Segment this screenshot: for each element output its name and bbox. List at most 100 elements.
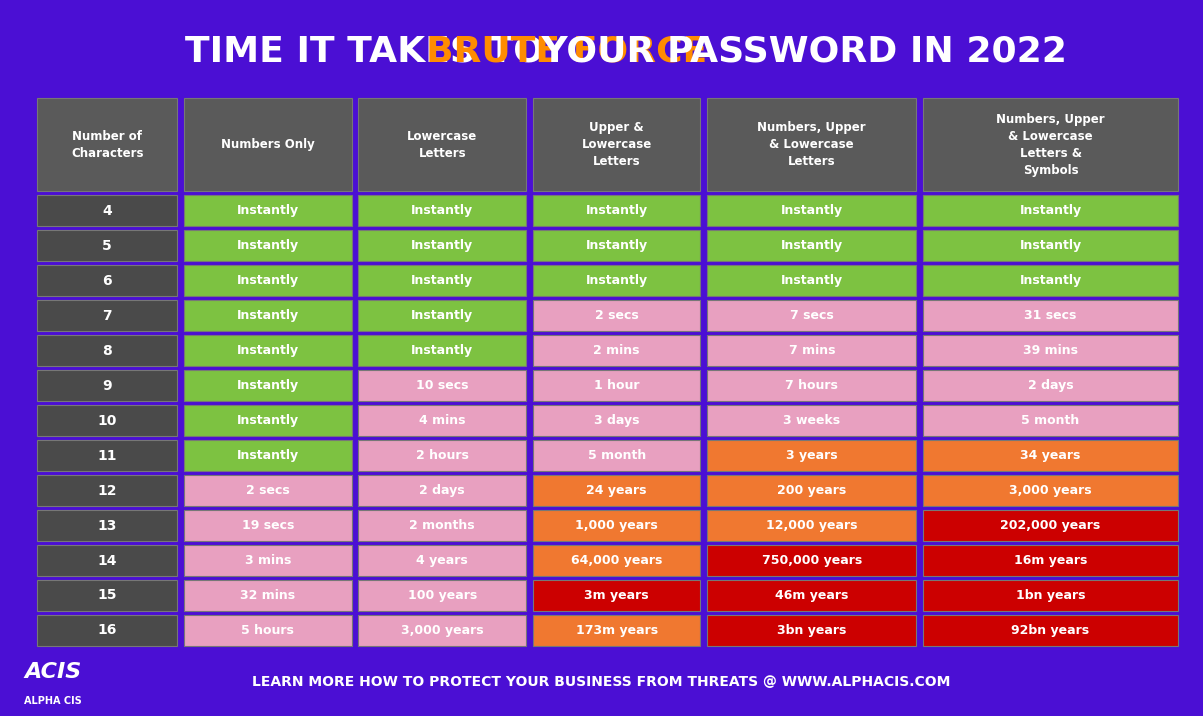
- Text: 5: 5: [102, 238, 112, 253]
- Text: 6: 6: [102, 274, 112, 288]
- Bar: [37, 440, 177, 471]
- Bar: [533, 405, 700, 436]
- Text: 1,000 years: 1,000 years: [575, 519, 658, 532]
- Bar: [358, 335, 526, 367]
- Bar: [923, 335, 1178, 367]
- Bar: [923, 230, 1178, 261]
- Text: Instantly: Instantly: [411, 309, 473, 322]
- Bar: [358, 98, 526, 191]
- Bar: [358, 580, 526, 611]
- Bar: [533, 614, 700, 647]
- Text: Instantly: Instantly: [411, 204, 473, 217]
- Text: 24 years: 24 years: [586, 484, 647, 497]
- Text: 16: 16: [97, 624, 117, 637]
- Bar: [358, 265, 526, 296]
- Text: 64,000 years: 64,000 years: [571, 554, 663, 567]
- Text: 12,000 years: 12,000 years: [766, 519, 858, 532]
- Text: 3,000 years: 3,000 years: [1009, 484, 1092, 497]
- Bar: [37, 195, 177, 226]
- Bar: [184, 405, 351, 436]
- Text: 4: 4: [102, 203, 112, 218]
- Text: Instantly: Instantly: [237, 379, 298, 392]
- Text: 3 weeks: 3 weeks: [783, 414, 841, 427]
- Bar: [184, 195, 351, 226]
- Bar: [37, 335, 177, 367]
- Text: 4 mins: 4 mins: [419, 414, 466, 427]
- Text: 2 hours: 2 hours: [416, 449, 469, 462]
- Text: Instantly: Instantly: [237, 449, 298, 462]
- Bar: [184, 510, 351, 541]
- Bar: [533, 265, 700, 296]
- Text: 3 mins: 3 mins: [244, 554, 291, 567]
- Text: 3,000 years: 3,000 years: [401, 624, 484, 637]
- Text: 202,000 years: 202,000 years: [1001, 519, 1101, 532]
- Bar: [358, 300, 526, 332]
- Bar: [923, 265, 1178, 296]
- Text: 32 mins: 32 mins: [241, 589, 296, 602]
- Text: 200 years: 200 years: [777, 484, 847, 497]
- Bar: [533, 510, 700, 541]
- Text: Instantly: Instantly: [781, 274, 843, 287]
- Text: 15: 15: [97, 589, 117, 602]
- Text: 2 days: 2 days: [1027, 379, 1073, 392]
- Bar: [184, 440, 351, 471]
- Bar: [923, 300, 1178, 332]
- Text: 750,000 years: 750,000 years: [761, 554, 861, 567]
- Text: 7 secs: 7 secs: [790, 309, 834, 322]
- Text: 14: 14: [97, 553, 117, 568]
- Bar: [923, 545, 1178, 576]
- Text: ALPHA CIS: ALPHA CIS: [24, 696, 82, 706]
- Bar: [37, 98, 177, 191]
- Text: 5 hours: 5 hours: [242, 624, 295, 637]
- Text: 16m years: 16m years: [1014, 554, 1088, 567]
- Text: 9: 9: [102, 379, 112, 392]
- Text: 2 secs: 2 secs: [245, 484, 290, 497]
- Bar: [533, 300, 700, 332]
- Bar: [37, 405, 177, 436]
- Text: 10 secs: 10 secs: [416, 379, 468, 392]
- Bar: [184, 230, 351, 261]
- Text: 5 month: 5 month: [587, 449, 646, 462]
- Text: 19 secs: 19 secs: [242, 519, 294, 532]
- Bar: [358, 230, 526, 261]
- Text: 7: 7: [102, 309, 112, 323]
- Bar: [923, 510, 1178, 541]
- Bar: [358, 195, 526, 226]
- Bar: [923, 614, 1178, 647]
- Bar: [37, 545, 177, 576]
- Bar: [533, 580, 700, 611]
- Bar: [533, 335, 700, 367]
- Bar: [533, 545, 700, 576]
- Text: Instantly: Instantly: [411, 274, 473, 287]
- Text: Instantly: Instantly: [1019, 239, 1081, 252]
- Text: 46m years: 46m years: [775, 589, 848, 602]
- Bar: [707, 369, 917, 402]
- Text: Number of
Characters: Number of Characters: [71, 130, 143, 160]
- Bar: [707, 510, 917, 541]
- Bar: [37, 614, 177, 647]
- Bar: [358, 475, 526, 506]
- Text: Instantly: Instantly: [586, 204, 647, 217]
- Text: Instantly: Instantly: [237, 274, 298, 287]
- Bar: [37, 369, 177, 402]
- Text: Instantly: Instantly: [781, 204, 843, 217]
- Bar: [533, 230, 700, 261]
- Bar: [37, 265, 177, 296]
- Text: Instantly: Instantly: [586, 239, 647, 252]
- Bar: [184, 265, 351, 296]
- Text: LEARN MORE HOW TO PROTECT YOUR BUSINESS FROM THREATS @ WWW.ALPHACIS.COM: LEARN MORE HOW TO PROTECT YOUR BUSINESS …: [253, 675, 950, 689]
- Bar: [533, 195, 700, 226]
- Bar: [37, 230, 177, 261]
- Text: Upper &
Lowercase
Letters: Upper & Lowercase Letters: [581, 122, 652, 168]
- Bar: [707, 335, 917, 367]
- Bar: [184, 475, 351, 506]
- Text: 2 secs: 2 secs: [594, 309, 639, 322]
- Bar: [358, 440, 526, 471]
- Text: Instantly: Instantly: [781, 239, 843, 252]
- Text: 39 mins: 39 mins: [1023, 344, 1078, 357]
- Bar: [923, 475, 1178, 506]
- Bar: [707, 98, 917, 191]
- Bar: [37, 475, 177, 506]
- Text: 100 years: 100 years: [408, 589, 476, 602]
- Text: Instantly: Instantly: [237, 309, 298, 322]
